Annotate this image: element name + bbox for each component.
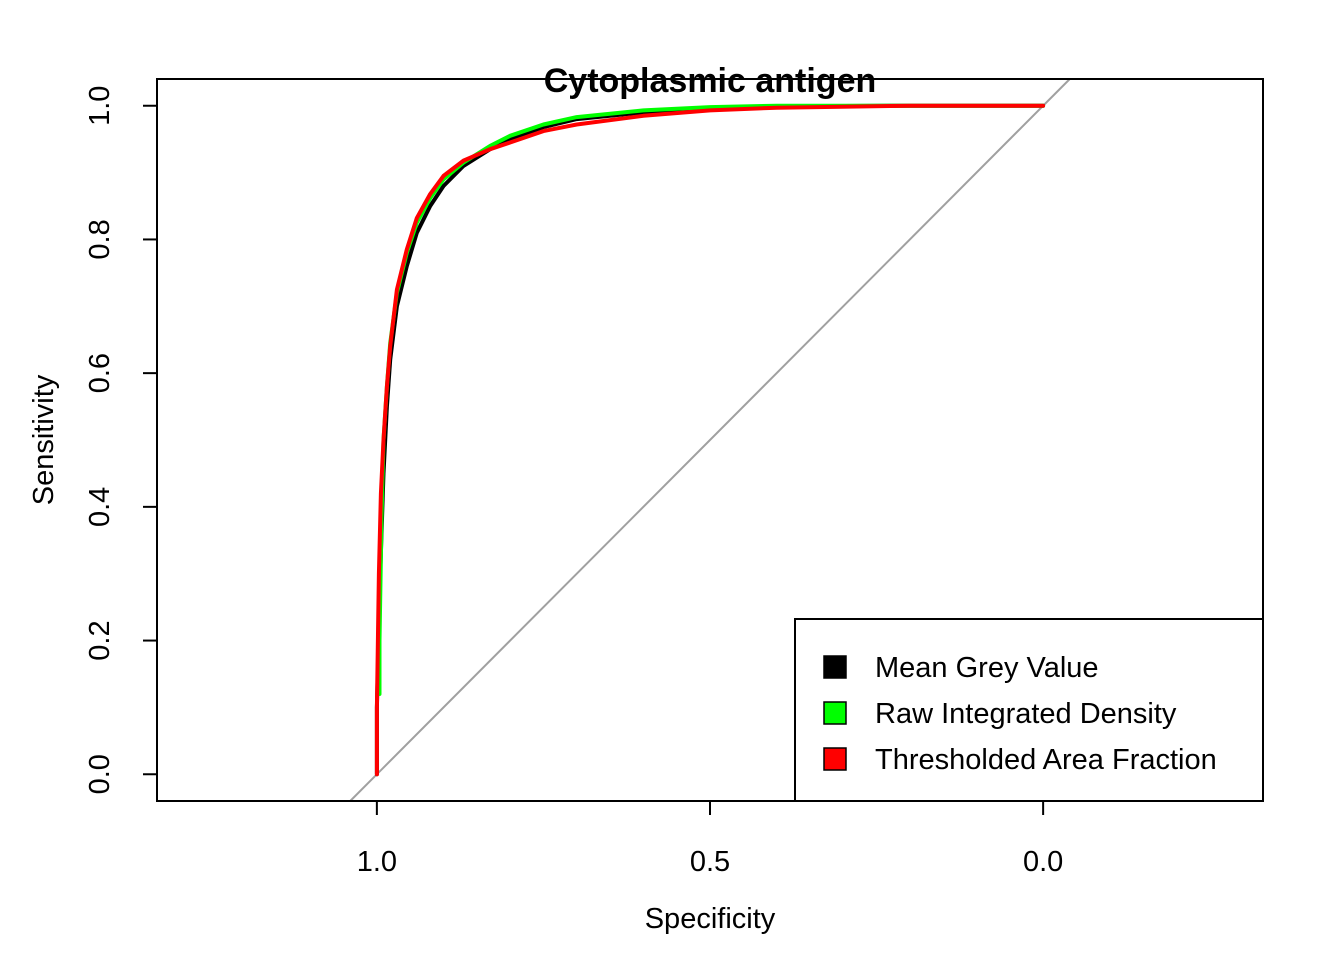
x-tick-label: 0.5 xyxy=(690,846,730,878)
x-axis-title: Specificity xyxy=(645,903,776,935)
chart-title: Cytoplasmic antigen xyxy=(544,62,877,100)
legend-label: Thresholded Area Fraction xyxy=(875,744,1217,776)
legend-label: Raw Integrated Density xyxy=(875,698,1177,730)
series-layer xyxy=(374,103,1046,777)
axes-layer: 1.0 0.5 0.0 0.0 0.2 0.4 0.6 0.8 1.0 xyxy=(84,86,1063,878)
x-tick-label: 0.0 xyxy=(1023,846,1063,878)
y-tick-label: 0.0 xyxy=(84,754,116,794)
y-tick-label: 0.2 xyxy=(84,620,116,660)
legend-swatch xyxy=(823,655,847,679)
y-tick-label: 0.8 xyxy=(84,219,116,259)
y-tick-label: 0.6 xyxy=(84,353,116,393)
reference-diagonal-line xyxy=(349,78,1071,802)
legend-swatch xyxy=(823,701,847,725)
legend: Mean Grey Value Raw Integrated Density Thr… xyxy=(794,618,1264,802)
legend-swatch xyxy=(823,747,847,771)
reference-layer xyxy=(349,78,1071,802)
legend-box xyxy=(794,618,1264,802)
y-tick-label: 0.4 xyxy=(84,487,116,527)
y-tick-label: 1.0 xyxy=(84,86,116,126)
x-tick-label: 1.0 xyxy=(357,846,397,878)
y-axis-title: Sensitivity xyxy=(28,374,60,505)
series-line-thresholded-area-fraction xyxy=(374,103,1046,777)
legend-label: Mean Grey Value xyxy=(875,652,1099,684)
